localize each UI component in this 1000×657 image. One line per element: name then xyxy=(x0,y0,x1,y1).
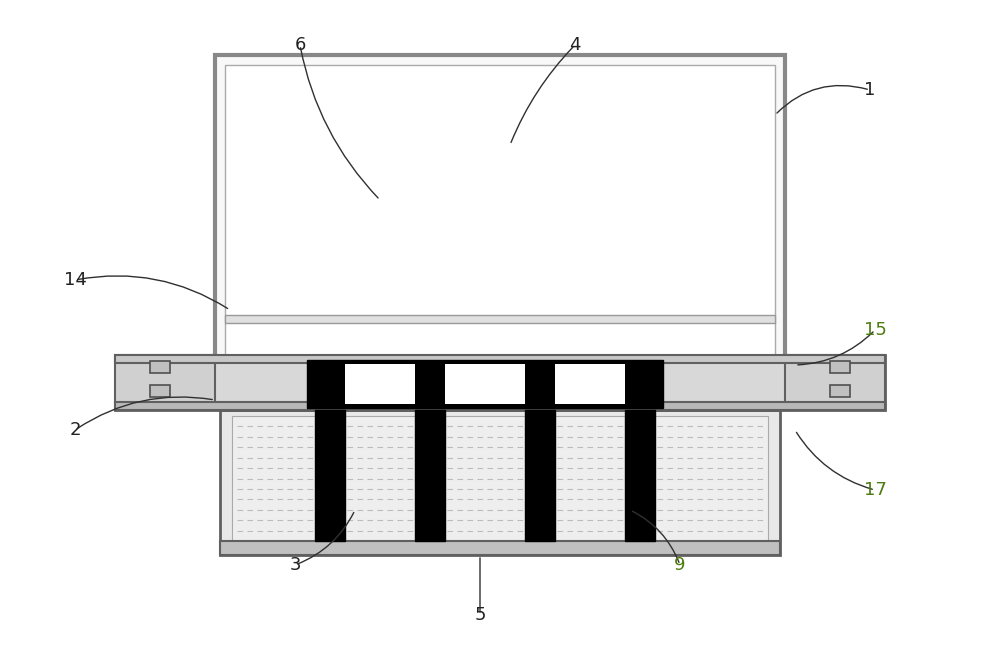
Text: 3: 3 xyxy=(289,556,301,574)
Bar xyxy=(115,355,885,410)
Bar xyxy=(830,361,850,373)
Text: 2: 2 xyxy=(69,421,81,439)
Bar xyxy=(307,360,663,408)
Bar xyxy=(150,361,170,373)
Bar xyxy=(225,315,775,323)
Text: 15: 15 xyxy=(864,321,886,339)
Bar xyxy=(525,410,555,541)
Bar xyxy=(415,410,445,541)
Text: 5: 5 xyxy=(474,606,486,624)
Bar xyxy=(555,364,625,404)
Text: 6: 6 xyxy=(294,36,306,54)
Bar xyxy=(115,355,885,363)
Bar xyxy=(115,402,885,410)
Text: 14: 14 xyxy=(64,271,86,289)
Text: 1: 1 xyxy=(864,81,876,99)
Bar xyxy=(625,410,655,541)
Bar xyxy=(220,541,780,555)
Text: 4: 4 xyxy=(569,36,581,54)
Text: 17: 17 xyxy=(864,481,886,499)
Bar xyxy=(215,55,785,365)
Bar xyxy=(785,355,885,410)
Text: 9: 9 xyxy=(674,556,686,574)
Bar xyxy=(445,364,525,404)
Bar xyxy=(115,355,215,410)
Bar xyxy=(220,410,780,555)
Bar xyxy=(345,364,415,404)
Bar xyxy=(232,416,768,541)
Bar xyxy=(315,410,345,541)
Bar xyxy=(150,385,170,397)
Bar xyxy=(225,65,775,355)
Bar xyxy=(830,385,850,397)
